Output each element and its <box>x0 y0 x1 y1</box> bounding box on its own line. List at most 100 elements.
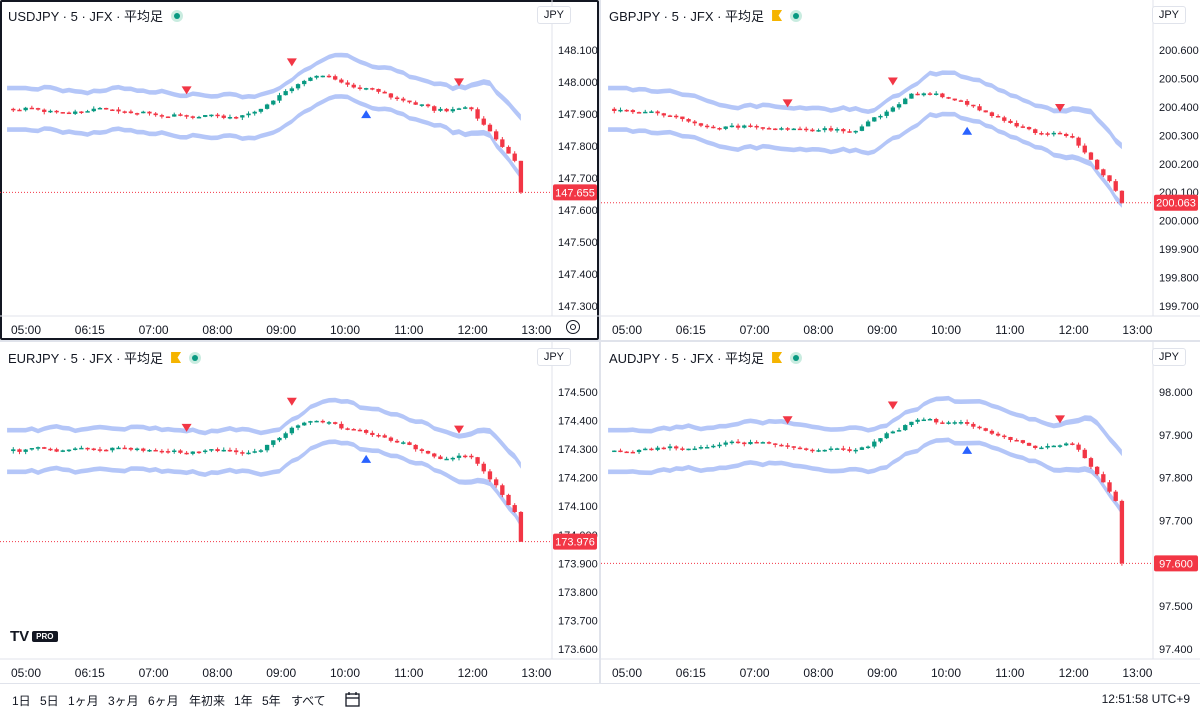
candle-body <box>890 107 896 112</box>
candle-body <box>60 450 65 452</box>
candle-body <box>425 450 431 454</box>
range-all[interactable]: すべて <box>291 694 326 708</box>
range-6m[interactable]: 6ヶ月 <box>148 694 179 708</box>
candle-body <box>190 116 195 118</box>
candle-body <box>165 116 171 119</box>
candle-body <box>506 494 511 506</box>
candle-body <box>308 77 313 81</box>
candle-body <box>903 98 908 105</box>
candle-body <box>1064 443 1069 446</box>
lower-band <box>7 94 521 180</box>
y-tick-label: 200.500 <box>1159 73 1199 85</box>
date-range-icon[interactable] <box>344 691 362 709</box>
flag-icon[interactable] <box>772 352 783 363</box>
candle-body <box>1051 132 1056 135</box>
clock[interactable]: 12:51:58 UTC+9 <box>1101 692 1190 706</box>
x-tick-label: 12:00 <box>1059 666 1089 680</box>
candle-body <box>742 125 747 128</box>
chart-pane-audjpy[interactable]: 98.000 97.900 97.800 97.700 97.600 97.500 97.4… <box>601 342 1200 683</box>
range-5y[interactable]: 5年 <box>262 694 281 708</box>
candle-body <box>110 109 115 112</box>
currency-label[interactable]: JPY <box>1151 348 1186 366</box>
candle-body <box>463 455 468 458</box>
range-5d[interactable]: 5日 <box>40 694 59 708</box>
candle-body <box>128 447 134 450</box>
y-tick-label: 148.100 <box>558 45 598 57</box>
candle-body <box>859 126 865 131</box>
candle-body <box>178 114 183 116</box>
chart-pane-gbpjpy[interactable]: 200.600 200.500 200.400 200.300 200.200 200.1… <box>601 0 1200 340</box>
candle-body <box>655 447 660 450</box>
candle-body <box>91 448 96 451</box>
candle-body <box>413 444 418 450</box>
candle-body <box>1014 122 1019 127</box>
candle-body <box>680 116 685 120</box>
candle-body <box>240 452 245 454</box>
symbol-title[interactable]: EURJPY · 5 · JFX · 平均足 <box>8 348 202 367</box>
symbol-title[interactable]: USDJPY · 5 · JFX · 平均足 <box>8 6 184 25</box>
candle-body <box>73 111 78 114</box>
candle-body <box>1101 474 1106 483</box>
flag-icon[interactable] <box>171 352 182 363</box>
candle-body <box>178 450 183 453</box>
price-chart[interactable]: 200.600200.500200.400200.300200.200200.1… <box>601 0 1200 340</box>
range-1m[interactable]: 1ヶ月 <box>68 694 99 708</box>
y-tick-label: 173.700 <box>558 615 598 627</box>
candle-body <box>1026 127 1032 130</box>
candle-body <box>456 455 462 458</box>
currency-label[interactable]: JPY <box>1151 6 1186 24</box>
market-open-icon <box>790 9 803 22</box>
range-1y[interactable]: 1年 <box>234 694 253 708</box>
chart-pane-usdjpy[interactable]: 148.100 148.000 147.900 147.800 147.700 147.6… <box>0 0 599 340</box>
sell-signal-marker <box>286 58 297 67</box>
range-1d[interactable]: 1日 <box>12 694 31 708</box>
candle-body <box>977 426 982 429</box>
price-chart[interactable]: 174.500174.400174.300174.200174.100174.0… <box>0 342 599 683</box>
currency-label[interactable]: JPY <box>536 6 571 24</box>
currency-label[interactable]: JPY <box>536 348 571 366</box>
candle-body <box>79 447 84 450</box>
candle-body <box>989 430 995 434</box>
candle-body <box>661 447 666 450</box>
candle-body <box>153 449 158 452</box>
candle-body <box>11 449 16 452</box>
candle-body <box>134 113 140 115</box>
candle-body <box>172 450 177 452</box>
candle-body <box>797 128 803 131</box>
candle-body <box>518 511 524 542</box>
candle-body <box>339 423 344 429</box>
symbol-title[interactable]: GBPJPY · 5 · JFX · 平均足 <box>609 6 803 25</box>
candle-body <box>165 451 171 453</box>
candle-body <box>940 422 945 424</box>
symbol-title[interactable]: AUDJPY · 5 · JFX · 平均足 <box>609 348 803 367</box>
candle-body <box>865 121 871 127</box>
candle-body <box>692 121 697 124</box>
chart-pane-eurjpy[interactable]: 174.500174.400174.300174.200174.100174.0… <box>0 342 599 683</box>
candle-body <box>927 93 933 95</box>
x-tick-label: 05:00 <box>11 666 41 680</box>
price-chart[interactable]: 148.100 148.000 147.900 147.800 147.700 147.6… <box>0 0 599 340</box>
x-tick-label: 09:00 <box>867 323 897 337</box>
candle-body <box>1119 190 1125 203</box>
candle-body <box>723 126 728 129</box>
y-tick-label: 200.600 <box>1159 45 1199 57</box>
candle-body <box>48 448 53 451</box>
range-3m[interactable]: 3ヶ月 <box>108 694 139 708</box>
candle-body <box>103 449 109 452</box>
candle-body <box>438 108 443 111</box>
candle-body <box>97 107 103 110</box>
candle-body <box>636 112 642 114</box>
x-tick-label: 05:00 <box>612 323 642 337</box>
x-tick-label: 06:15 <box>676 666 706 680</box>
pane-divider[interactable] <box>0 340 1200 342</box>
price-chart[interactable]: 98.000 97.900 97.800 97.700 97.600 97.500 97.4… <box>601 342 1200 683</box>
tradingview-logo[interactable]: TV PRO <box>10 628 58 645</box>
candle-body <box>29 107 35 110</box>
flag-icon[interactable] <box>772 10 783 21</box>
candle-body <box>425 104 431 107</box>
range-ytd[interactable]: 年初来 <box>189 694 226 708</box>
settings-gear-icon[interactable] <box>566 320 580 334</box>
candle-body <box>203 450 208 453</box>
candle-body <box>518 160 524 193</box>
candle-body <box>450 109 455 112</box>
